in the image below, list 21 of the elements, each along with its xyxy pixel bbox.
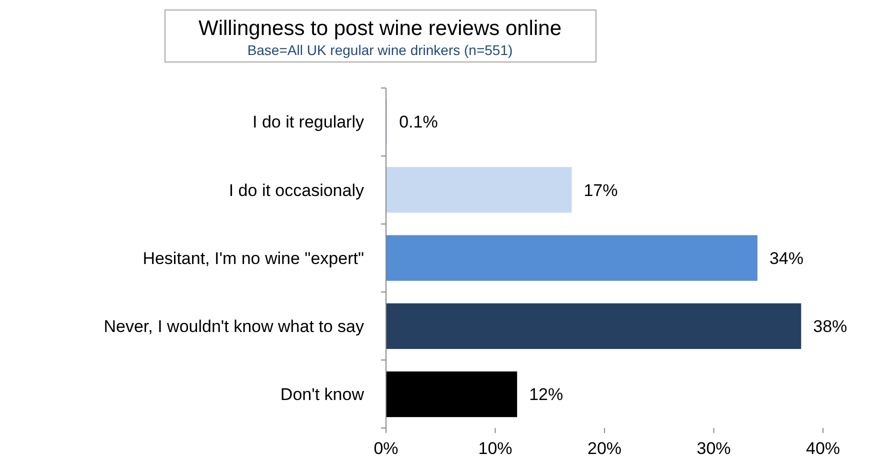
y-tick-label: I do it occasionaly	[228, 180, 364, 200]
x-tick-label: 10%	[478, 439, 512, 458]
data-label: 12%	[529, 385, 564, 404]
y-tick-label: Never, I wouldn't know what to say	[104, 317, 364, 336]
chart-subtitle: Base=All UK regular wine drinkers (n=551)	[247, 42, 513, 58]
bar	[386, 167, 572, 213]
bar	[386, 303, 802, 349]
data-label: 17%	[584, 180, 618, 200]
bar	[386, 235, 758, 281]
x-tick-label: 20%	[587, 439, 622, 458]
data-label: 0.1%	[399, 112, 438, 132]
x-tick-label: 0%	[374, 439, 398, 458]
bar	[386, 371, 518, 418]
y-tick-label: Don't know	[280, 385, 365, 404]
chart-title: Willingness to post wine reviews online	[198, 17, 562, 40]
x-tick-label: 40%	[806, 439, 840, 458]
data-label: 34%	[769, 248, 804, 268]
y-tick-label: I do it regularly	[252, 112, 364, 132]
y-tick-label: Hesitant, I'm no wine "expert"	[142, 248, 364, 268]
x-tick-label: 30%	[696, 439, 731, 458]
data-label: 38%	[813, 317, 848, 336]
